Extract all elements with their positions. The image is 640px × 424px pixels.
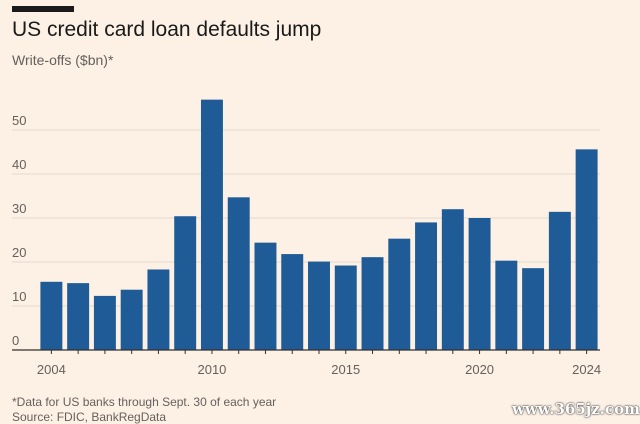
bar: [308, 261, 330, 350]
bar: [120, 289, 143, 350]
watermark: www.365jz.com: [512, 400, 640, 418]
x-tick-label: 2015: [331, 362, 360, 377]
bar: [147, 269, 170, 350]
bar: [548, 211, 571, 350]
bar: [200, 99, 223, 350]
bar: [522, 268, 545, 350]
bar: [441, 209, 464, 350]
bar: [575, 149, 598, 350]
x-tick-label: 2004: [37, 362, 66, 377]
bar: [93, 295, 116, 350]
bar: [281, 254, 304, 350]
bar: [254, 242, 277, 350]
bar: [174, 216, 197, 350]
y-tick-label: 40: [12, 157, 26, 172]
bar: [468, 218, 491, 350]
bar: [361, 257, 384, 350]
bar: [415, 222, 438, 350]
y-tick-label: 0: [12, 333, 19, 348]
x-tick-label: 2024: [572, 362, 601, 377]
y-tick-label: 20: [12, 245, 26, 260]
chart-subtitle: Write-offs ($bn)*: [12, 52, 114, 68]
bar: [495, 260, 518, 350]
source-note: Source: FDIC, BankRegData: [12, 410, 167, 424]
bar: [388, 238, 411, 350]
bar: [67, 283, 90, 350]
top-rule: [12, 6, 74, 12]
y-tick-label: 30: [12, 201, 26, 216]
bar: [334, 265, 357, 350]
footnote: *Data for US banks through Sept. 30 of e…: [12, 395, 277, 409]
x-tick-label: 2020: [465, 362, 494, 377]
bar: [40, 281, 63, 350]
y-tick-label: 10: [12, 289, 26, 304]
y-tick-label: 50: [12, 113, 26, 128]
x-tick-label: 2010: [197, 362, 226, 377]
chart-title: US credit card loan defaults jump: [12, 18, 322, 41]
bar: [227, 197, 250, 350]
